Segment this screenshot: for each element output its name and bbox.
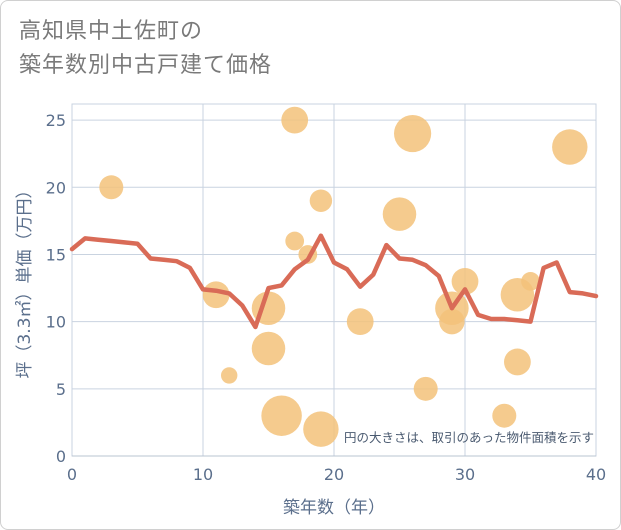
bubble-22 [552, 129, 588, 165]
size-annotation: 円の大きさは、取引のあった物件面積を示す [344, 430, 594, 445]
y-tick-label-0: 0 [56, 447, 66, 466]
chart-title: 高知県中土佐町の 築年数別中古戸建て価格 [19, 15, 272, 83]
bubble-13 [394, 114, 432, 153]
grid [72, 104, 596, 457]
bubble-7 [285, 231, 305, 251]
bubble-18 [492, 403, 517, 428]
y-tick-label-20: 20 [46, 178, 66, 197]
x-tick-label-0: 0 [67, 465, 77, 484]
x-tick-labels: 0 10 20 30 40 [67, 465, 606, 484]
y-tick-label-25: 25 [46, 111, 66, 130]
bubble-12 [382, 197, 417, 231]
bubble-2 [221, 367, 238, 384]
y-tick-labels: 0 5 10 15 20 25 [46, 111, 66, 466]
x-tick-label-40: 40 [586, 465, 606, 484]
y-tick-label-5: 5 [56, 380, 66, 399]
y-axis-label: 坪（3.3㎡）単価（万円） [15, 181, 35, 378]
average-price-line [69, 233, 599, 330]
bubble-10 [303, 411, 339, 447]
bubble-11 [346, 308, 374, 336]
x-axis-label: 築年数（年） [283, 498, 385, 518]
x-tick-label-10: 10 [193, 465, 213, 484]
bubble-9 [309, 189, 333, 212]
chart-title-line-1: 高知県中土佐町の [19, 19, 204, 44]
y-tick-label-15: 15 [46, 245, 66, 264]
y-tick-label-10: 10 [46, 313, 66, 332]
x-tick-label-30: 30 [455, 465, 475, 484]
bubble-16 [439, 308, 465, 335]
bubble-4 [251, 331, 286, 366]
x-tick-label-20: 20 [324, 465, 344, 484]
chart-title-line-2: 築年数別中古戸建て価格 [19, 53, 273, 78]
bubble-17 [451, 267, 479, 295]
bubble-0 [99, 175, 124, 200]
bubble-14 [413, 376, 438, 401]
line-layer [69, 233, 599, 330]
bubble-20 [504, 348, 531, 376]
bubble-21 [521, 271, 540, 291]
bubble-5 [261, 395, 302, 436]
bubble-6 [281, 106, 309, 134]
